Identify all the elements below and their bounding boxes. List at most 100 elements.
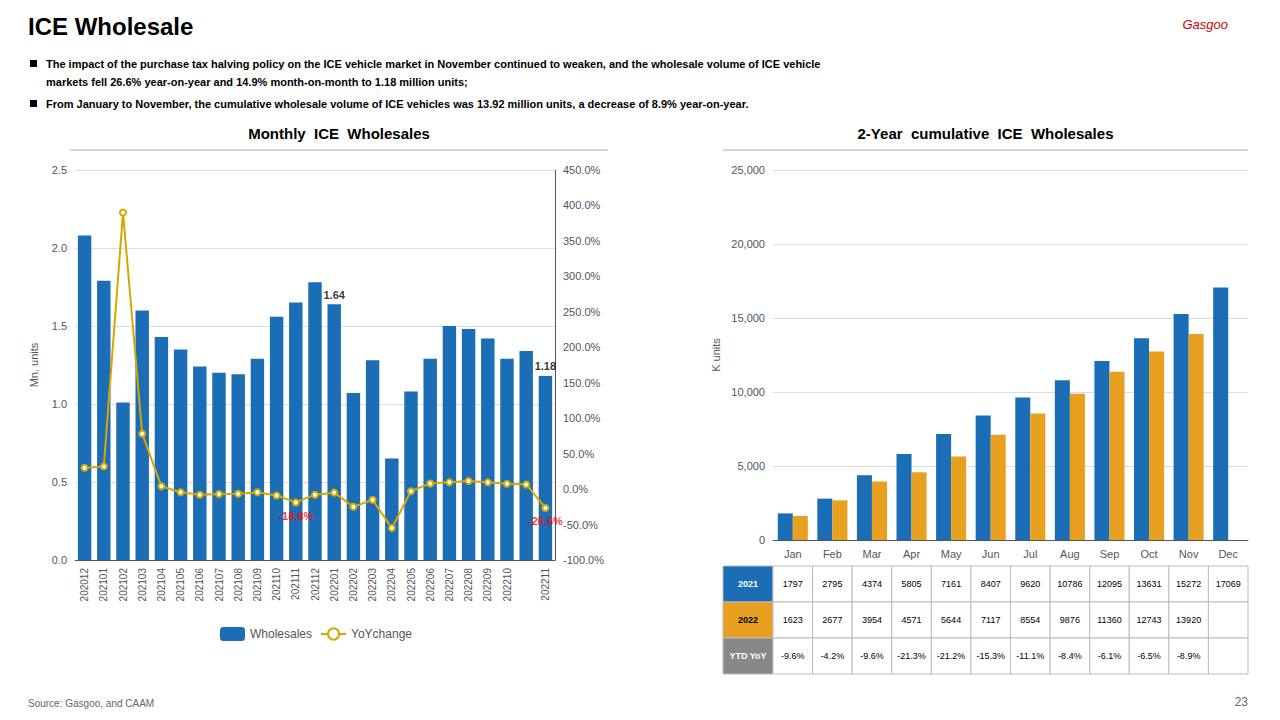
svg-text:10786: 10786 xyxy=(1057,579,1082,589)
svg-text:8554: 8554 xyxy=(1020,615,1040,625)
svg-text:450.0%: 450.0% xyxy=(563,164,601,176)
svg-text:13631: 13631 xyxy=(1137,579,1162,589)
svg-text:1623: 1623 xyxy=(783,615,803,625)
svg-text:202202: 202202 xyxy=(348,568,359,602)
svg-text:202109: 202109 xyxy=(252,568,263,602)
svg-text:8407: 8407 xyxy=(981,579,1001,589)
svg-text:202205: 202205 xyxy=(406,568,417,602)
svg-text:1.18: 1.18 xyxy=(535,360,556,372)
svg-text:2.0: 2.0 xyxy=(52,242,67,254)
svg-text:4374: 4374 xyxy=(862,579,882,589)
svg-text:Jan: Jan xyxy=(784,548,802,560)
svg-text:202210: 202210 xyxy=(502,568,513,602)
svg-text:-11.1%: -11.1% xyxy=(1016,651,1044,661)
svg-text:-21.2%: -21.2% xyxy=(937,651,966,661)
svg-text:-4.2%: -4.2% xyxy=(821,651,845,661)
svg-text:5,000: 5,000 xyxy=(737,460,765,472)
svg-text:May: May xyxy=(941,548,962,560)
svg-text:-8.4%: -8.4% xyxy=(1058,651,1082,661)
svg-text:15,000: 15,000 xyxy=(731,312,765,324)
svg-text:Oct: Oct xyxy=(1140,548,1157,560)
svg-text:Jul: Jul xyxy=(1023,548,1037,560)
svg-text:Source: Gasgoo, and CAAM: Source: Gasgoo, and CAAM xyxy=(28,698,154,709)
svg-text:ICE Wholesale: ICE Wholesale xyxy=(28,13,193,40)
svg-text:15272: 15272 xyxy=(1176,579,1201,589)
svg-text:50.0%: 50.0% xyxy=(563,448,594,460)
svg-text:202012: 202012 xyxy=(79,568,90,602)
svg-text:1.5: 1.5 xyxy=(52,320,67,332)
svg-text:202209: 202209 xyxy=(482,568,493,602)
svg-text:Apr: Apr xyxy=(903,548,920,560)
svg-text:4571: 4571 xyxy=(902,615,922,625)
svg-text:-100.0%: -100.0% xyxy=(563,554,604,566)
svg-text:-6.1%: -6.1% xyxy=(1098,651,1122,661)
svg-text:202106: 202106 xyxy=(194,568,205,602)
svg-text:202103: 202103 xyxy=(137,568,148,602)
svg-text:-26.6%: -26.6% xyxy=(528,515,563,527)
svg-text:202108: 202108 xyxy=(233,568,244,602)
svg-text:202111: 202111 xyxy=(290,568,301,600)
svg-text:Monthly ICE Wholesales: Monthly ICE Wholesales xyxy=(248,125,430,142)
svg-text:202110: 202110 xyxy=(271,568,282,601)
svg-text:2677: 2677 xyxy=(822,615,842,625)
svg-text:202204: 202204 xyxy=(386,568,397,602)
svg-text:The impact of the purchase tax: The impact of the purchase tax halving p… xyxy=(46,58,820,70)
svg-text:2021: 2021 xyxy=(738,579,758,589)
svg-text:9876: 9876 xyxy=(1060,615,1080,625)
svg-text:202105: 202105 xyxy=(175,568,186,602)
svg-text:0.5: 0.5 xyxy=(52,476,67,488)
svg-text:Jun: Jun xyxy=(982,548,1000,560)
svg-text:0: 0 xyxy=(759,534,765,546)
svg-text:202107: 202107 xyxy=(214,568,225,602)
svg-text:10,000: 10,000 xyxy=(731,386,765,398)
svg-text:1.0: 1.0 xyxy=(52,398,67,410)
svg-text:7161: 7161 xyxy=(941,579,961,589)
svg-text:-9.6%: -9.6% xyxy=(781,651,805,661)
svg-text:0.0: 0.0 xyxy=(52,554,67,566)
svg-text:-15.3%: -15.3% xyxy=(976,651,1005,661)
svg-text:1797: 1797 xyxy=(783,579,803,589)
svg-text:200.0%: 200.0% xyxy=(563,341,601,353)
svg-text:202201: 202201 xyxy=(329,568,340,602)
svg-text:3954: 3954 xyxy=(862,615,882,625)
svg-text:Aug: Aug xyxy=(1060,548,1080,560)
svg-text:-8.9%: -8.9% xyxy=(1177,651,1201,661)
svg-text:Gasgoo: Gasgoo xyxy=(1182,17,1228,32)
svg-text:2-Year cumulative ICE Whole: 2-Year cumulative ICE Wholesales xyxy=(858,125,1114,142)
svg-text:202211: 202211 xyxy=(540,568,551,601)
svg-text:202207: 202207 xyxy=(444,568,455,602)
svg-text:25,000: 25,000 xyxy=(731,164,765,176)
svg-text:2022: 2022 xyxy=(738,615,758,625)
svg-text:350.0%: 350.0% xyxy=(563,235,601,247)
svg-text:12743: 12743 xyxy=(1137,615,1162,625)
svg-text:5805: 5805 xyxy=(902,579,922,589)
svg-text:202112: 202112 xyxy=(310,568,321,601)
svg-text:17069: 17069 xyxy=(1216,579,1241,589)
svg-text:202102: 202102 xyxy=(118,568,129,602)
svg-text:202206: 202206 xyxy=(425,568,436,602)
svg-text:5644: 5644 xyxy=(941,615,961,625)
svg-text:2.5: 2.5 xyxy=(52,164,67,176)
svg-text:150.0%: 150.0% xyxy=(563,377,601,389)
svg-text:YTD YoY: YTD YoY xyxy=(729,651,766,661)
svg-text:-9.6%: -9.6% xyxy=(860,651,884,661)
svg-text:202104: 202104 xyxy=(156,568,167,602)
svg-text:12095: 12095 xyxy=(1097,579,1122,589)
svg-text:1.64: 1.64 xyxy=(323,289,345,301)
svg-text:250.0%: 250.0% xyxy=(563,306,601,318)
svg-text:Feb: Feb xyxy=(823,548,842,560)
svg-text:From January to November, the: From January to November, the cumulative… xyxy=(46,98,748,110)
svg-text:9620: 9620 xyxy=(1020,579,1040,589)
svg-text:-50.0%: -50.0% xyxy=(563,519,598,531)
svg-text:Mn. units: Mn. units xyxy=(28,342,40,387)
svg-text:11360: 11360 xyxy=(1097,615,1121,625)
svg-text:202101: 202101 xyxy=(98,568,109,602)
svg-text:2795: 2795 xyxy=(822,579,842,589)
svg-text:-18.8%: -18.8% xyxy=(278,510,313,522)
svg-text:202208: 202208 xyxy=(463,568,474,602)
svg-text:YoYchange: YoYchange xyxy=(351,627,412,641)
svg-text:23: 23 xyxy=(1235,695,1249,709)
svg-text:markets fell 26.6% year-on-yea: markets fell 26.6% year-on-year and 14.9… xyxy=(46,76,468,88)
svg-text:Nov: Nov xyxy=(1179,548,1199,560)
svg-text:-21.3%: -21.3% xyxy=(897,651,926,661)
